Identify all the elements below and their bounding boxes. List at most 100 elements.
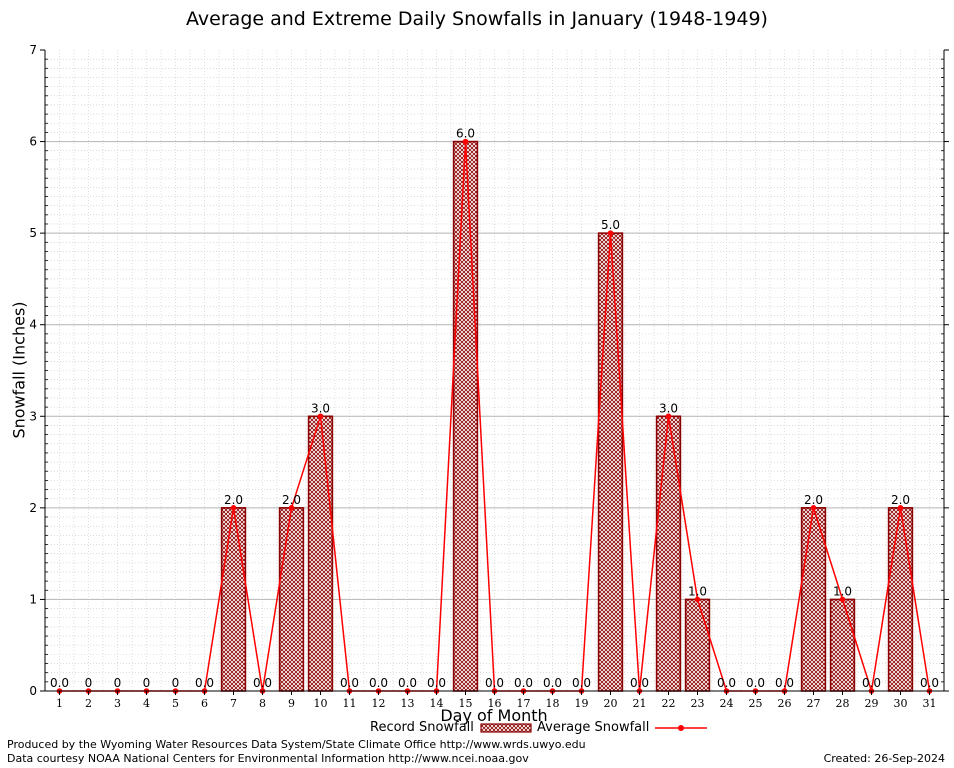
y-tick-label: 2 (29, 501, 37, 515)
x-tick-label-22: 22 (662, 697, 676, 710)
data-label-day-12: 0.0 (369, 676, 388, 690)
x-tick-label-8: 8 (259, 697, 266, 710)
y-tick-label: 1 (29, 592, 37, 606)
data-label-day-23: 1.0 (688, 584, 707, 598)
x-tick-label-3: 3 (114, 697, 121, 710)
data-label-day-24: 0.0 (717, 676, 736, 690)
x-tick-label-31: 31 (923, 697, 937, 710)
bar-day-7 (220, 507, 247, 692)
y-tick-label: 6 (29, 135, 37, 149)
bar-day-9 (278, 507, 305, 692)
x-axis-label: Day of Month (440, 706, 548, 725)
average-point-day-20 (607, 230, 614, 236)
average-point-day-28 (839, 596, 846, 603)
chart-title: Average and Extreme Daily Snowfalls in J… (186, 8, 768, 30)
bar-day-15 (452, 140, 479, 692)
data-label-day-30: 2.0 (891, 493, 910, 507)
footer-produced-by: Produced by the Wyoming Water Resources … (7, 738, 586, 751)
data-label-day-3: 0 (114, 676, 122, 690)
data-label-day-29: 0.0 (862, 676, 881, 690)
x-tick-label-17: 17 (517, 697, 531, 710)
x-tick-label-24: 24 (720, 697, 734, 710)
x-tick-label-9: 9 (288, 697, 295, 710)
x-tick-label-18: 18 (546, 697, 560, 710)
data-label-day-28: 1.0 (833, 584, 852, 598)
data-label-day-22: 3.0 (659, 401, 678, 415)
average-point-day-15 (462, 138, 469, 145)
x-tick-label-13: 13 (401, 697, 415, 710)
x-tick-label-10: 10 (314, 697, 328, 710)
data-label-day-20: 5.0 (601, 218, 620, 232)
x-tick-label-5: 5 (172, 697, 179, 710)
average-point-day-30 (897, 505, 904, 511)
data-label-day-14: 0.0 (427, 676, 446, 690)
x-tick-label-16: 16 (488, 697, 502, 710)
data-label-day-8: 0.0 (253, 676, 272, 690)
x-tick-label-11: 11 (343, 697, 357, 710)
average-point-day-27 (810, 505, 817, 511)
average-point-day-10 (317, 413, 324, 420)
data-label-day-18: 0.0 (543, 676, 562, 690)
bar-day-22 (655, 415, 682, 692)
bar-day-28 (829, 598, 856, 692)
x-tick-label-26: 26 (778, 697, 792, 710)
x-tick-label-12: 12 (372, 697, 386, 710)
x-tick-label-6: 6 (201, 697, 208, 710)
x-tick-label-1: 1 (56, 697, 63, 710)
average-point-day-7 (230, 505, 237, 511)
x-tick-label-20: 20 (604, 697, 618, 710)
x-tick-label-23: 23 (691, 697, 705, 710)
data-label-day-26: 0.0 (775, 676, 794, 690)
data-label-day-27: 2.0 (804, 493, 823, 507)
data-label-day-16: 0.0 (485, 676, 504, 690)
average-point-day-23 (694, 596, 701, 603)
data-label-day-17: 0.0 (514, 676, 533, 690)
x-tick-label-2: 2 (85, 697, 92, 710)
bar-day-30 (887, 507, 914, 692)
legend-record-swatch (480, 722, 532, 733)
footer-created: Created: 26-Sep-2024 (823, 752, 945, 765)
data-label-day-4: 0 (143, 676, 151, 690)
x-tick-label-19: 19 (575, 697, 589, 710)
legend-average-swatch (655, 724, 708, 731)
x-tick-label-21: 21 (633, 697, 647, 710)
data-label-day-10: 3.0 (311, 401, 330, 415)
data-label-day-21: 0.0 (630, 676, 649, 690)
y-tick-label: 5 (29, 226, 37, 240)
data-label-day-19: 0.0 (572, 676, 591, 690)
footer-courtesy: Data courtesy NOAA National Centers for … (7, 752, 529, 765)
data-label-day-25: 0.0 (746, 676, 765, 690)
y-tick-label: 0 (29, 684, 37, 698)
y-tick-label: 7 (29, 43, 37, 57)
x-tick-label-25: 25 (749, 697, 763, 710)
x-tick-label-7: 7 (230, 697, 237, 710)
x-tick-label-27: 27 (807, 697, 821, 710)
y-tick-label: 3 (29, 409, 37, 423)
x-tick-label-29: 29 (865, 697, 879, 710)
legend-record: Record Snowfall (370, 720, 534, 735)
bar-day-10 (307, 415, 334, 692)
x-tick-label-28: 28 (836, 697, 850, 710)
bar-day-23 (684, 598, 711, 692)
x-tick-label-14: 14 (430, 697, 444, 710)
average-point-day-9 (288, 505, 295, 511)
legend-average: Average Snowfall (537, 720, 709, 735)
data-label-day-6: 0.0 (195, 676, 214, 690)
data-label-day-13: 0.0 (398, 676, 417, 690)
x-tick-label-30: 30 (894, 697, 908, 710)
data-labels: 0.0 0 0 0 0 0.0 2.0 0.0 2.0 3.0 0.0 0.0 0.0 0.0 6.0 0.0… (50, 127, 939, 690)
bar-day-20 (597, 232, 624, 692)
data-label-day-9: 2.0 (282, 493, 301, 507)
data-label-day-7: 2.0 (224, 493, 243, 507)
y-axis-label: Snowfall (Inches) (9, 301, 29, 439)
data-label-day-15: 6.0 (456, 127, 475, 141)
data-label-day-31: 0.0 (920, 676, 939, 690)
average-point-day-22 (665, 413, 672, 420)
y-tick-label: 4 (29, 318, 37, 332)
data-label-day-1: 0.0 (50, 676, 69, 690)
legend-average-label: Average Snowfall (537, 720, 650, 735)
legend-record-label: Record Snowfall (370, 720, 474, 735)
data-label-day-2: 0 (85, 676, 93, 690)
x-tick-label-15: 15 (459, 697, 473, 710)
